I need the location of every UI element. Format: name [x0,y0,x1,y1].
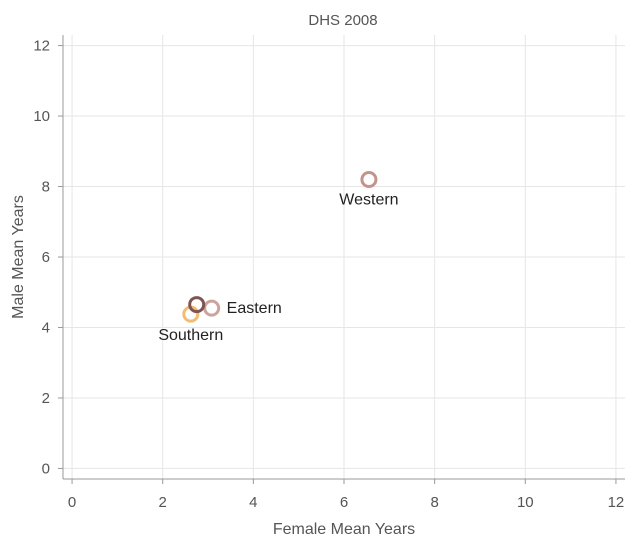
y-tick-label: 6 [42,249,50,266]
y-tick-label: 8 [42,179,50,196]
data-point-eastern[interactable] [203,299,221,317]
y-tick-label: 2 [42,390,50,407]
point-label-southern: Southern [158,327,223,344]
y-tick-labels: 0 2 4 6 8 10 12 [33,38,50,478]
x-axis-title: Female Mean Years [273,521,415,538]
grid [58,35,625,484]
x-tick-label: 10 [517,494,534,511]
data-point-western[interactable] [360,170,378,188]
x-tick-label: 6 [340,494,348,511]
x-tick-label: 8 [430,494,438,511]
y-tick-label: 12 [33,38,50,55]
x-tick-label: 4 [249,494,257,511]
x-tick-labels: 0 2 4 6 8 10 12 [68,494,624,511]
y-tick-label: 10 [33,108,50,125]
data-point[interactable] [188,296,206,314]
point-label-western: Western [339,191,398,208]
x-tick-label: 2 [159,494,167,511]
y-tick-label: 0 [42,460,50,477]
chart-title: DHS 2008 [308,12,377,29]
data-points [182,170,378,323]
point-label-eastern: Eastern [227,300,282,317]
y-tick-label: 4 [42,319,50,336]
y-axis-title: Male Mean Years [10,195,27,319]
x-tick-label: 0 [68,494,76,511]
x-tick-label: 12 [608,494,625,511]
